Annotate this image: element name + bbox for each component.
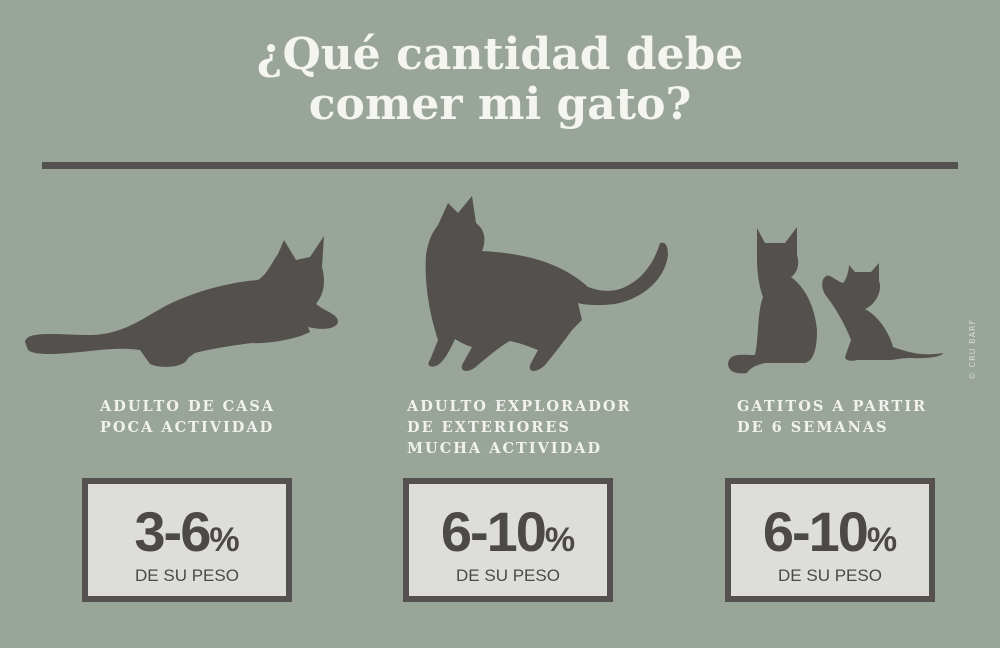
card-1-value: 3-6%	[88, 504, 286, 568]
card-3-value: 6-10%	[731, 504, 929, 568]
card-3-range: 6-10	[762, 500, 869, 563]
card-3-label-line-2: DE 6 SEMANAS	[737, 419, 889, 436]
title-line-2: comer mi gato?	[308, 79, 692, 130]
card-3-unit: %	[866, 521, 898, 559]
page-title: ¿Qué cantidad debe comer mi gato?	[0, 30, 1000, 130]
card-1-unit: %	[209, 521, 240, 559]
card-2-label-line-1: ADULTO EXPLORADOR	[407, 398, 632, 415]
cat-and-kitten-icon	[728, 227, 943, 374]
card-1-label: ADULTO DE CASA POCA ACTIVIDAD	[100, 396, 275, 438]
title-line-1: ¿Qué cantidad debe	[256, 29, 744, 80]
card-1-box: 3-6% DE SU PESO	[82, 478, 292, 602]
card-2-label-line-2: DE EXTERIORES	[407, 419, 571, 436]
card-1-label-line-2: POCA ACTIVIDAD	[100, 419, 275, 436]
card-2-label: ADULTO EXPLORADOR DE EXTERIORES MUCHA AC…	[407, 396, 632, 459]
walking-cat-icon	[425, 196, 668, 371]
card-1-label-line-1: ADULTO DE CASA	[100, 398, 276, 415]
card-2-label-line-3: MUCHA ACTIVIDAD	[407, 440, 603, 457]
card-3-label: GATITOS A PARTIR DE 6 SEMANAS	[737, 396, 927, 438]
card-2-unit: %	[544, 521, 576, 559]
card-2-box: 6-10% DE SU PESO	[403, 478, 613, 602]
lying-cat-icon	[25, 236, 338, 367]
card-2-sub: DE SU PESO	[456, 566, 560, 585]
card-3-box: 6-10% DE SU PESO	[725, 478, 935, 602]
card-3-sub: DE SU PESO	[778, 566, 882, 585]
divider	[42, 162, 958, 169]
card-1-range: 3-6	[134, 500, 211, 563]
card-1-sub: DE SU PESO	[135, 566, 239, 585]
card-2-value: 6-10%	[409, 504, 607, 568]
card-3-label-line-1: GATITOS A PARTIR	[737, 398, 928, 415]
card-2-range: 6-10	[440, 500, 547, 563]
credit-text: © CRU BARF	[968, 318, 977, 380]
